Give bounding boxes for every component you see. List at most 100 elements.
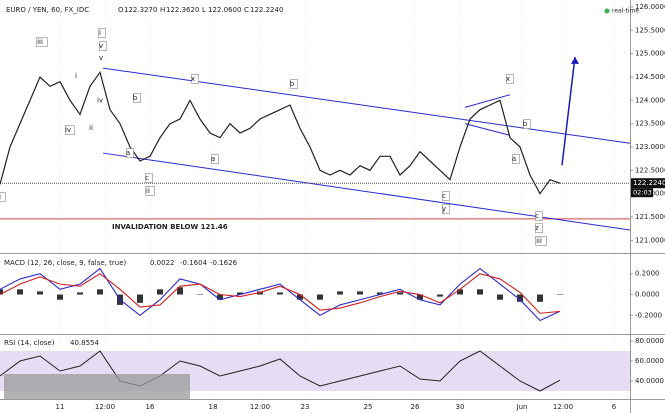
macd-histogram-bar — [17, 289, 23, 295]
macd-line — [0, 267, 561, 322]
macd-histogram-bar — [477, 289, 483, 295]
wave-label-box — [211, 154, 219, 164]
ohlc-value: 122.3620 — [166, 6, 199, 14]
rsi-line — [0, 350, 561, 392]
macd-value: -0.1626 — [210, 259, 238, 267]
wave-label: ii — [146, 187, 150, 195]
wave-label: a — [126, 149, 130, 157]
wave-label-box — [145, 186, 155, 196]
wave-label: z — [535, 224, 539, 232]
wave-label-box — [290, 79, 298, 89]
macd-histogram-bar — [357, 291, 363, 295]
wave-label-box — [145, 173, 153, 183]
macd-histogram-bar — [197, 294, 203, 296]
wave-label: i — [0, 193, 1, 201]
x-tick-label: 6 — [612, 403, 617, 411]
macd-histogram-bar — [557, 294, 563, 295]
x-tick-label: 12:00 — [95, 403, 115, 411]
price-line — [0, 70, 561, 195]
x-tick-label: 26 — [411, 403, 420, 411]
status: real-time — [612, 8, 639, 15]
y-tick-label: 0.0000 — [635, 291, 660, 299]
y-tick-label: 123.0000 — [635, 143, 665, 151]
wave-label: i — [99, 29, 101, 37]
y-tick-label: 126.0000 — [635, 3, 665, 11]
wave-label-box — [191, 74, 199, 84]
x-tick-label: 25 — [364, 403, 373, 411]
macd-histogram-bar — [77, 292, 83, 295]
macd-histogram-bar — [457, 289, 463, 295]
macd-histogram-bar — [417, 294, 423, 300]
channel-line — [102, 67, 630, 144]
y-tick-label: 125.0000 — [635, 50, 665, 58]
y-tick-label: 124.5000 — [635, 73, 665, 81]
wave-label-box — [126, 148, 134, 158]
wave-label: x — [191, 75, 195, 83]
macd-histogram-bar — [517, 294, 523, 302]
y-tick-label: 121.5000 — [635, 213, 665, 221]
wave-label: c — [535, 212, 539, 220]
ohlc-value: 122.3270 — [124, 6, 157, 14]
forecast-arrow — [561, 56, 576, 166]
wave-label-box — [133, 93, 141, 103]
wave-label: iv — [97, 96, 103, 104]
x-tick-label: 12:00 — [553, 403, 573, 411]
y-tick-label: 124.0000 — [635, 96, 665, 104]
wave-label: c — [145, 174, 149, 182]
y-tick-label: 60.0000 — [635, 357, 664, 365]
wave-label-box — [506, 74, 514, 84]
wave-label: ii — [89, 124, 93, 132]
wave-label-box — [442, 191, 450, 201]
macd-histogram-bar — [297, 294, 303, 300]
ohlc-key: H — [160, 6, 165, 14]
y-tick-label: 122.5000 — [635, 166, 665, 174]
wave-label: x — [506, 75, 510, 83]
macd-histogram-bar — [177, 287, 183, 295]
channel-line — [464, 94, 511, 108]
macd-histogram-bar — [437, 294, 443, 297]
ohlc-value: 122.2240 — [250, 6, 283, 14]
macd-histogram-bar — [37, 291, 43, 295]
macd-histogram-bar — [397, 292, 403, 295]
x-tick-label: 30 — [456, 403, 465, 411]
macd-histogram-bar — [317, 294, 323, 300]
macd-histogram-bar — [97, 289, 103, 295]
wave-label-box — [65, 125, 75, 135]
wave-label: b — [523, 120, 528, 128]
last-price-box — [631, 178, 665, 189]
chart-title: EURO / YEN, 60, FX_IDC — [6, 6, 89, 14]
macd-title: MACD (12, 26, close, 9, false, true) — [4, 259, 127, 267]
rsi-value: 40.8554 — [70, 339, 99, 347]
y-tick-label: 0.2000 — [635, 270, 660, 278]
wave-label-box — [523, 119, 531, 129]
x-tick-label: 12:00 — [250, 403, 270, 411]
ohlc-key: C — [244, 6, 249, 14]
countdown: 02:03 — [633, 189, 652, 197]
wave-label-box — [535, 223, 543, 233]
y-tick-label: 40.0000 — [635, 377, 664, 385]
wave-label: a — [211, 155, 215, 163]
signal-line — [0, 273, 561, 314]
y-tick-label: 125.5000 — [635, 26, 665, 34]
y-tick-label: -0.2000 — [635, 311, 662, 319]
last-price-label: 122.2240 — [633, 179, 665, 187]
macd-histogram-bar — [157, 289, 163, 295]
wave-label: a — [512, 155, 516, 163]
y-tick-label: 80.0000 — [635, 337, 664, 345]
wave-label-box — [535, 236, 547, 246]
x-tick-label: Jun — [516, 403, 528, 411]
wave-label-box — [512, 154, 520, 164]
watermark-box — [4, 374, 190, 400]
macd-histogram-bar — [57, 294, 63, 300]
wave-label-box — [98, 28, 106, 38]
ohlc-value: 122.0600 — [208, 6, 241, 14]
macd-histogram-bar — [217, 294, 223, 300]
macd-histogram-bar — [277, 292, 283, 295]
channel-line — [464, 123, 511, 136]
y-tick-label: 121.0000 — [635, 236, 665, 244]
ohlc-key: L — [202, 6, 206, 14]
macd-histogram-bar — [497, 294, 503, 300]
wave-label: iii — [37, 38, 43, 46]
macd-value: 0.0022 — [150, 259, 175, 267]
